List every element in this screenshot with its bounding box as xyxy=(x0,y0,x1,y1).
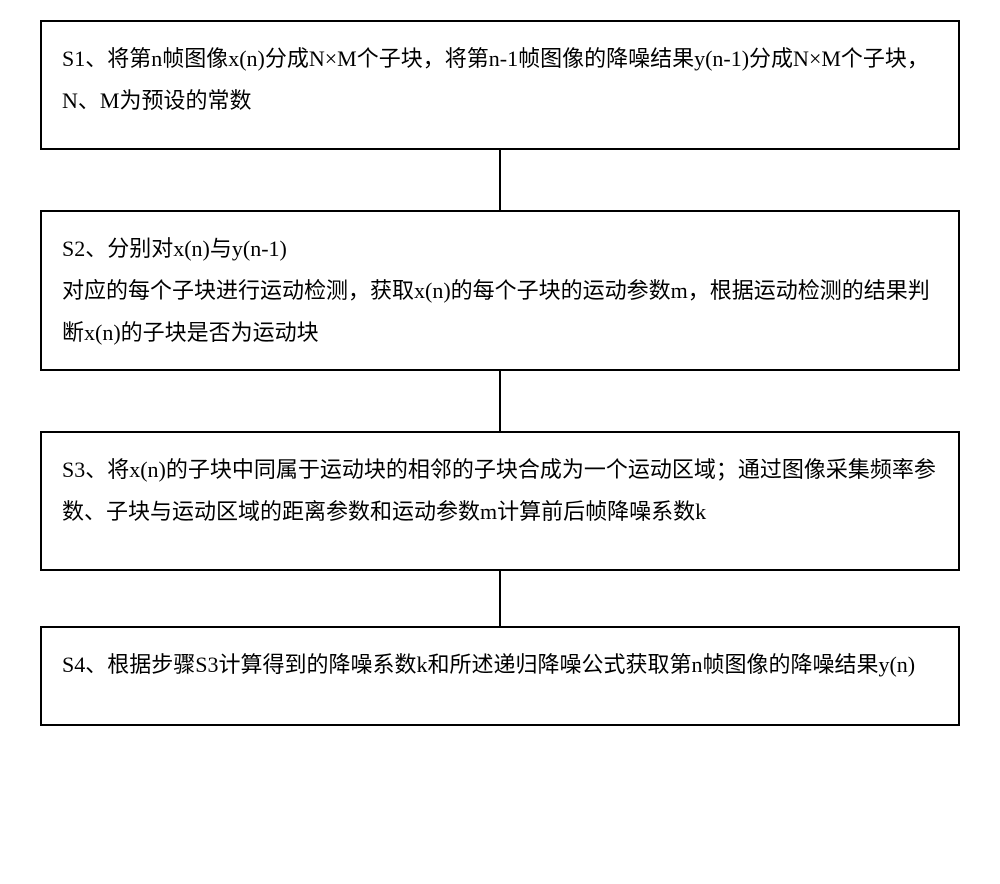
step-text-s1: S1、将第n帧图像x(n)分成N×M个子块，将第n-1帧图像的降噪结果y(n-1… xyxy=(62,38,938,122)
connector-s1-s2 xyxy=(499,150,501,210)
step-text-s3: S3、将x(n)的子块中同属于运动块的相邻的子块合成为一个运动区域；通过图像采集… xyxy=(62,449,938,533)
step-text-s4: S4、根据步骤S3计算得到的降噪系数k和所述递归降噪公式获取第n帧图像的降噪结果… xyxy=(62,644,938,686)
step-text-s2: S2、分别对x(n)与y(n-1)对应的每个子块进行运动检测，获取x(n)的每个… xyxy=(62,228,938,353)
step-box-s3: S3、将x(n)的子块中同属于运动块的相邻的子块合成为一个运动区域；通过图像采集… xyxy=(40,431,960,571)
flowchart-container: S1、将第n帧图像x(n)分成N×M个子块，将第n-1帧图像的降噪结果y(n-1… xyxy=(40,20,960,726)
connector-s3-s4 xyxy=(499,571,501,626)
step-box-s1: S1、将第n帧图像x(n)分成N×M个子块，将第n-1帧图像的降噪结果y(n-1… xyxy=(40,20,960,150)
step-box-s2: S2、分别对x(n)与y(n-1)对应的每个子块进行运动检测，获取x(n)的每个… xyxy=(40,210,960,371)
connector-s2-s3 xyxy=(499,371,501,431)
step-box-s4: S4、根据步骤S3计算得到的降噪系数k和所述递归降噪公式获取第n帧图像的降噪结果… xyxy=(40,626,960,726)
